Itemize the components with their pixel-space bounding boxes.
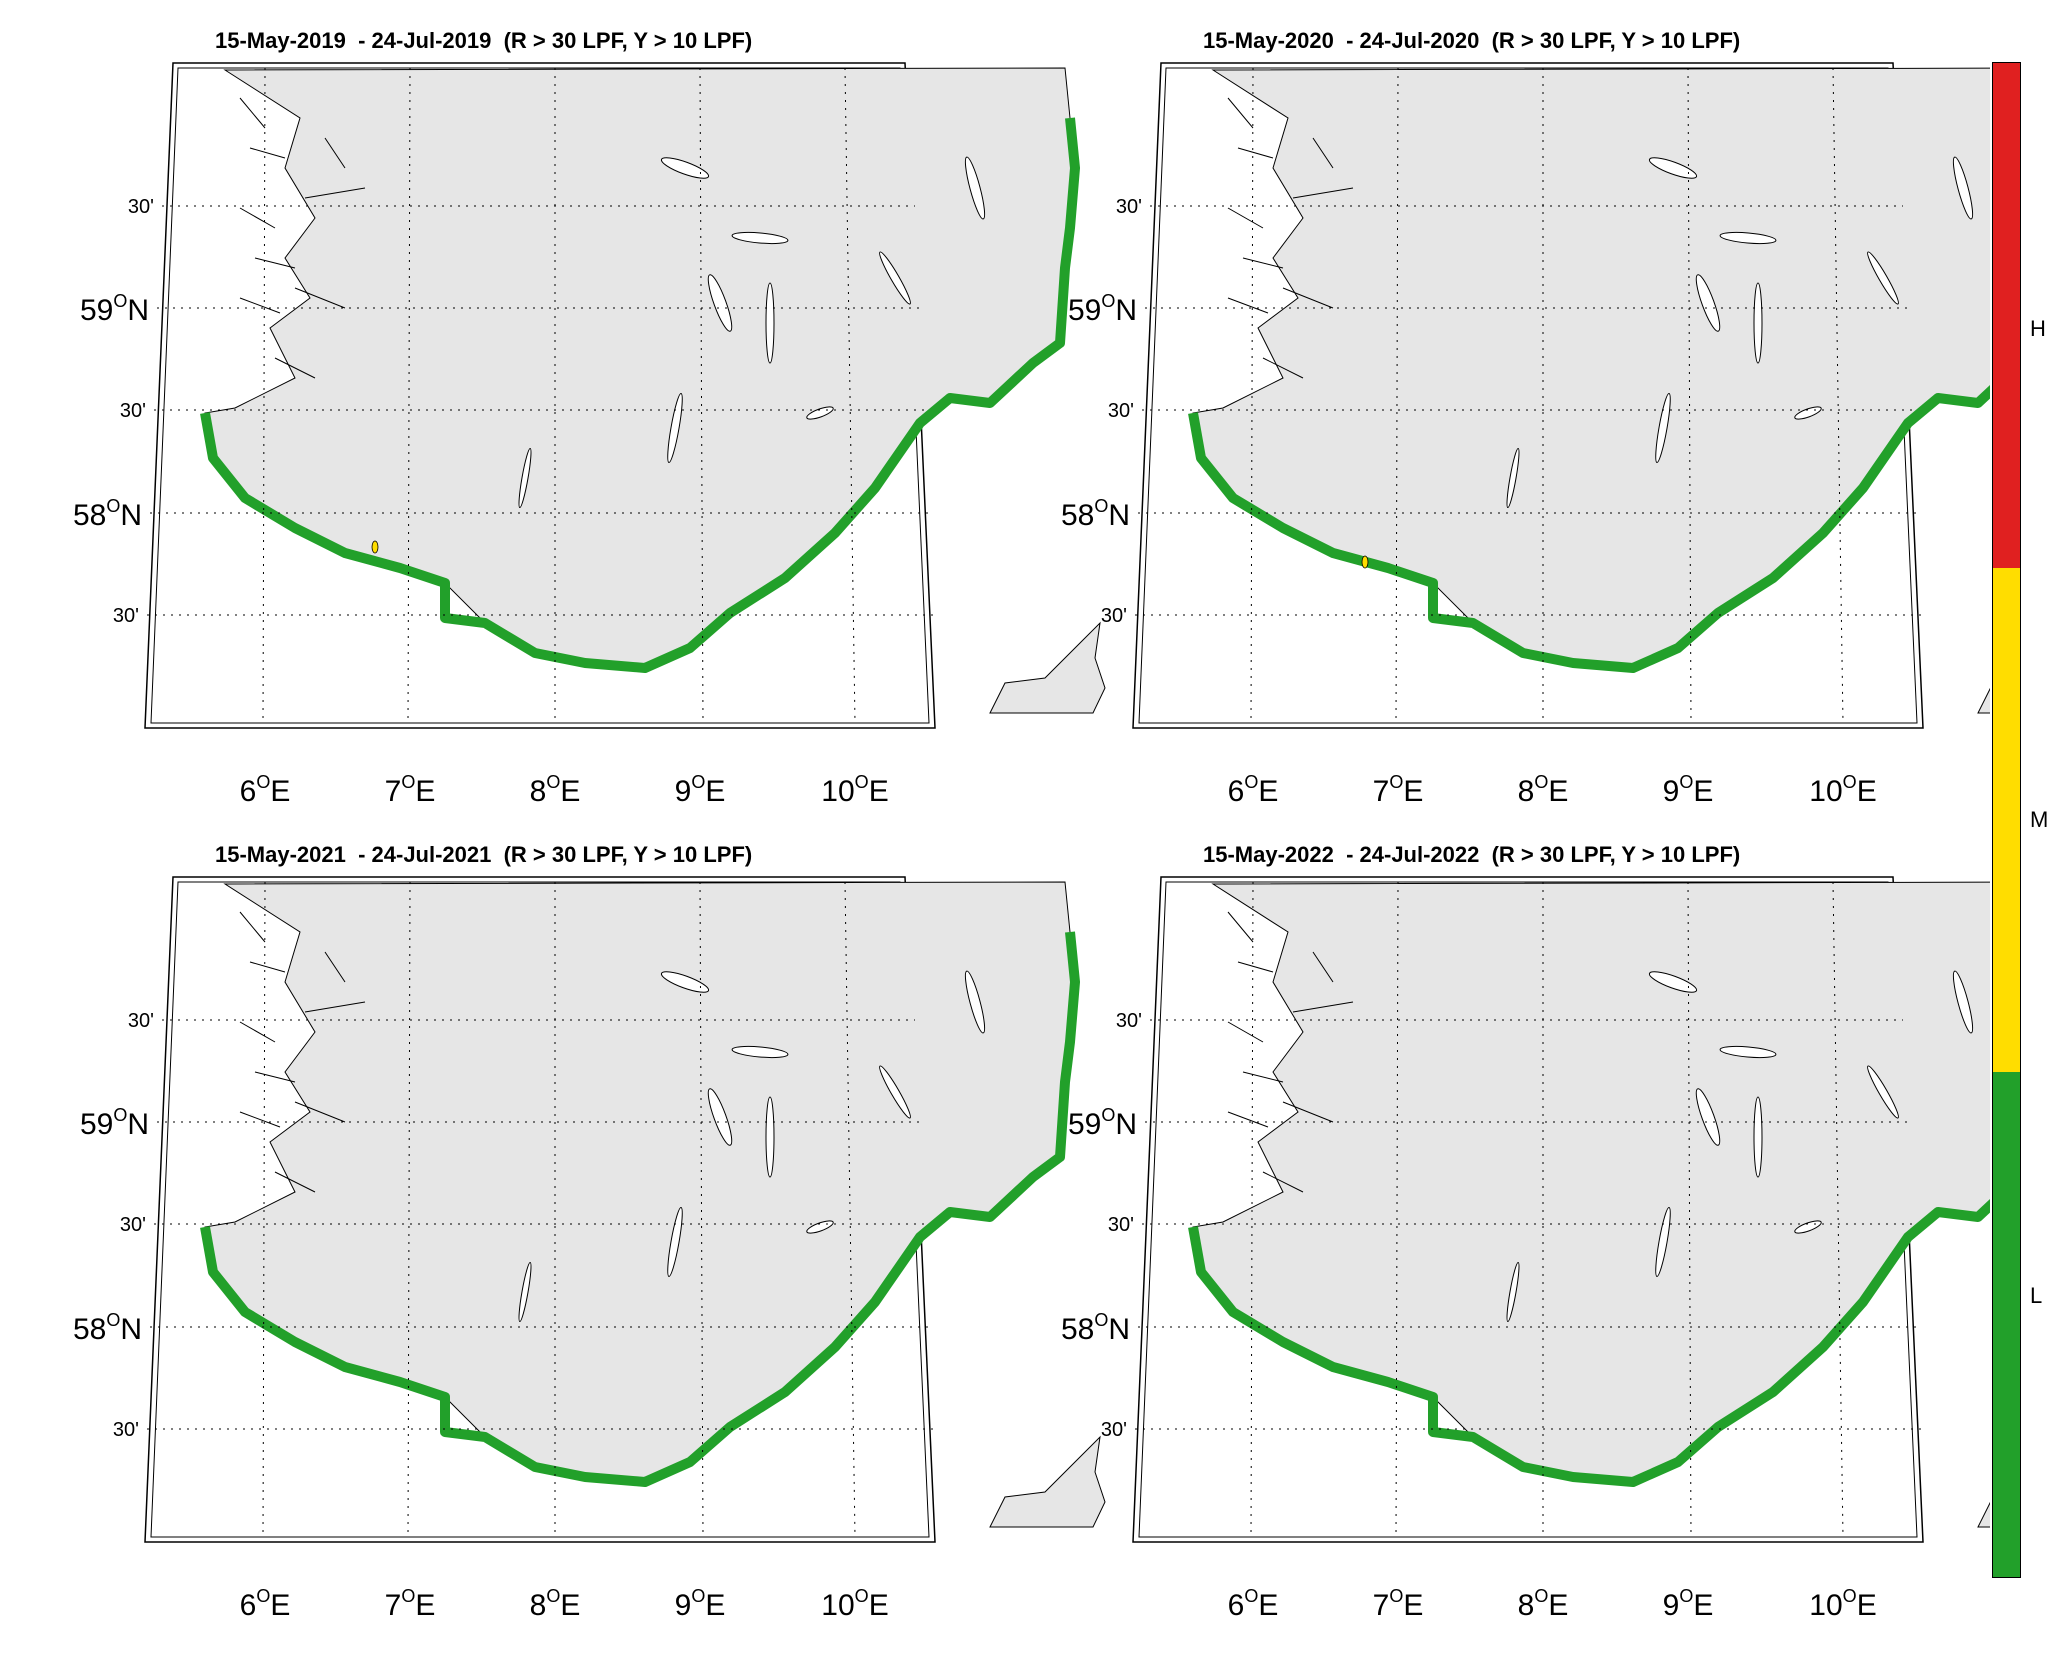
lon-label: 6OE: [1228, 772, 1279, 808]
lon-label: 6OE: [240, 772, 291, 808]
panel-title: 15-May-2021 - 24-Jul-2021 (R > 30 LPF, Y…: [215, 842, 753, 867]
lat-label: 30': [113, 605, 139, 627]
colorbar-low: [1993, 1072, 2020, 1577]
map-0: 30' 59ON 30' 58ON 30' 6OE 7OE 8OE 9OE 10OE: [73, 63, 1105, 808]
lon-label: 7OE: [1373, 772, 1424, 808]
lon-label: 8OE: [530, 1586, 581, 1622]
lat-label: 30': [113, 1419, 139, 1441]
panel-title: 15-May-2020 - 24-Jul-2020 (R > 30 LPF, Y…: [1203, 28, 1741, 53]
map-2: 30' 59ON 30' 58ON 30' 6OE 7OE 8OE 9OE 10OE: [73, 877, 1105, 1622]
lon-label: 9OE: [1663, 1586, 1714, 1622]
yellow-risk-marker: [1361, 555, 1369, 569]
lon-label: 9OE: [675, 1586, 726, 1622]
lat-label: 30': [128, 196, 154, 218]
colorbar-label-high: H: [2030, 316, 2046, 341]
lon-label: 8OE: [1518, 1586, 1569, 1622]
map-1: 30' 59ON 30' 58ON 30' 6OE 7OE 8OE 9OE 10OE: [1061, 63, 1990, 808]
yellow-risk-marker: [371, 540, 379, 554]
lon-label: 7OE: [385, 772, 436, 808]
panel-title: 15-May-2019 - 24-Jul-2019 (R > 30 LPF, Y…: [215, 28, 753, 53]
lat-label: 30': [1101, 1419, 1127, 1441]
lon-label: 8OE: [530, 772, 581, 808]
lon-label: 7OE: [1373, 1586, 1424, 1622]
lat-label: 59ON: [80, 291, 149, 327]
lat-label: 30': [1101, 605, 1127, 627]
lat-label: 30': [120, 1214, 146, 1236]
lon-label: 10OE: [1809, 1586, 1876, 1622]
colorbar-label-low: L: [2030, 1283, 2043, 1308]
lon-label: 7OE: [385, 1586, 436, 1622]
colorbar-label-medium: M: [2030, 807, 2049, 832]
panel-title: 15-May-2022 - 24-Jul-2022 (R > 30 LPF, Y…: [1203, 842, 1741, 867]
map-canvas: 30' 59ON 30' 58ON 30' 6OE 7OE 8OE 9OE 10OE 30' 59ON…: [73, 0, 1990, 1622]
lat-label: 30': [128, 1010, 154, 1032]
map-3: 30' 59ON 30' 58ON 30' 6OE 7OE 8OE 9OE 10OE: [1061, 877, 1990, 1622]
lat-label: 30': [1116, 1010, 1142, 1032]
colorbar: [1992, 62, 2021, 1578]
lon-label: 10OE: [821, 1586, 888, 1622]
lon-label: 6OE: [240, 1586, 291, 1622]
lat-label: 30': [1116, 196, 1142, 218]
lon-label: 9OE: [675, 772, 726, 808]
lat-label: 59ON: [1068, 291, 1137, 327]
lat-label: 30': [1108, 1214, 1134, 1236]
lon-label: 10OE: [821, 772, 888, 808]
lon-label: 9OE: [1663, 772, 1714, 808]
lat-label: 58ON: [73, 496, 142, 532]
lon-label: 10OE: [1809, 772, 1876, 808]
lat-label: 58ON: [73, 1310, 142, 1346]
colorbar-medium: [1993, 567, 2020, 1073]
lat-label: 59ON: [1068, 1105, 1137, 1141]
lat-label: 58ON: [1061, 1310, 1130, 1346]
lon-label: 8OE: [1518, 772, 1569, 808]
lat-label: 30': [1108, 400, 1134, 422]
lat-label: 58ON: [1061, 496, 1130, 532]
lat-label: 59ON: [80, 1105, 149, 1141]
colorbar-high: [1993, 63, 2020, 568]
lat-label: 30': [120, 400, 146, 422]
lon-label: 6OE: [1228, 1586, 1279, 1622]
